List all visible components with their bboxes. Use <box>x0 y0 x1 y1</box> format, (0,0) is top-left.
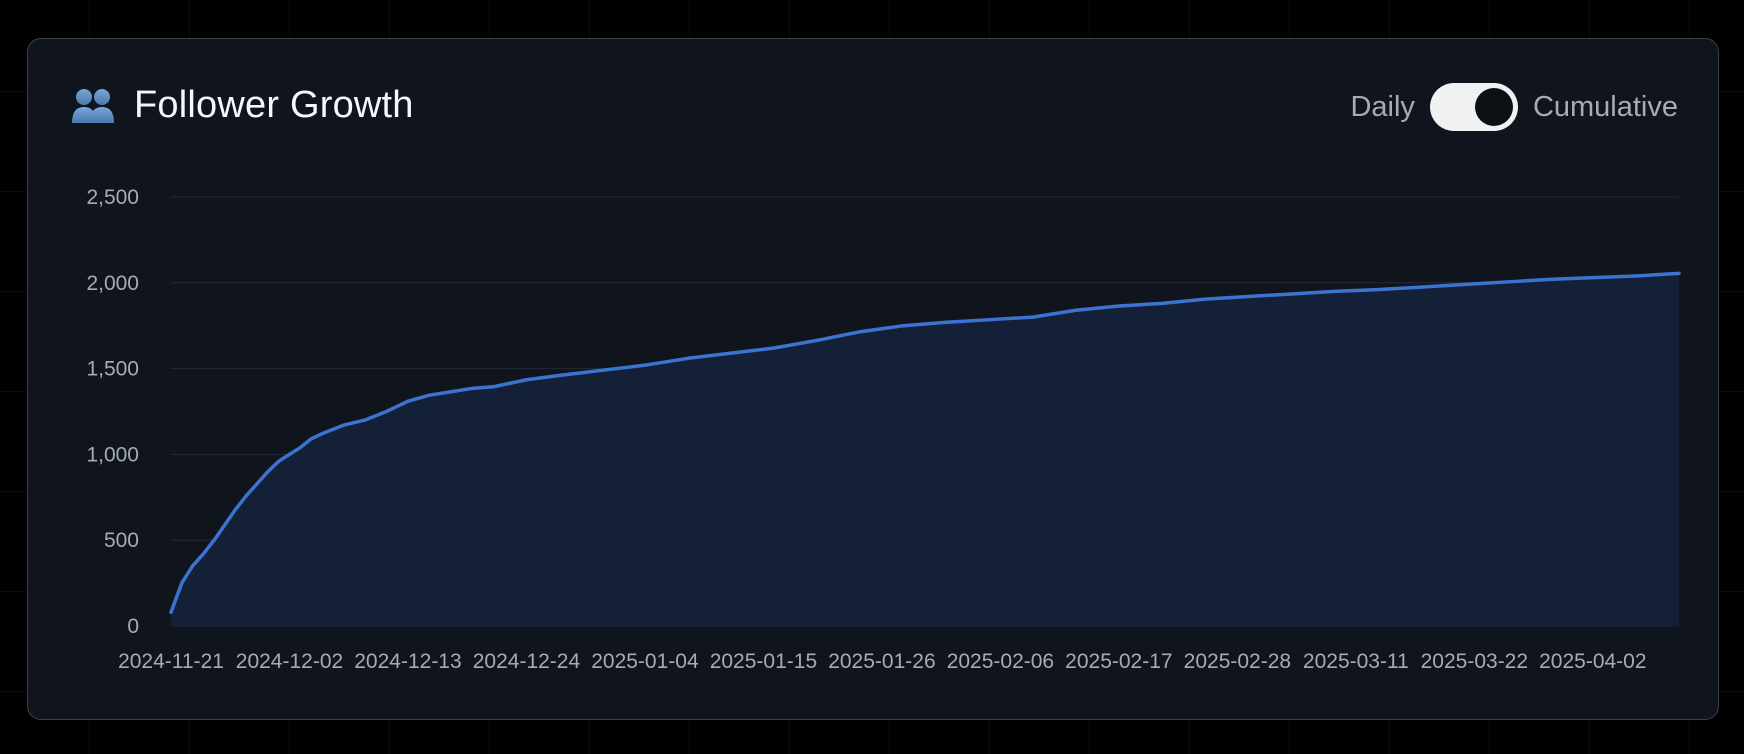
x-axis-ticks: 2024-11-21 2024-12-02 2024-12-13 2024-12-24… <box>118 650 1646 673</box>
x-tick-label: 2024-12-24 <box>473 650 581 673</box>
area-layer <box>169 271 1681 626</box>
y-axis-ticks: 0 500 1,000 1,500 2,000 2,500 <box>86 186 139 638</box>
x-tick-label: 2024-12-13 <box>354 650 461 673</box>
x-tick-label: 2025-02-28 <box>1184 650 1291 673</box>
x-tick-label: 2025-01-26 <box>828 650 935 673</box>
daily-cumulative-switch[interactable] <box>1429 83 1518 131</box>
x-tick-label: 2025-01-15 <box>710 650 817 673</box>
y-tick-label: 500 <box>104 529 139 552</box>
x-tick-label: 2025-03-22 <box>1421 650 1528 673</box>
y-tick-label: 2,500 <box>86 186 139 209</box>
card-header: Follower Growth <box>70 81 414 129</box>
x-tick-label: 2025-03-11 <box>1303 650 1409 673</box>
x-tick-label: 2025-02-17 <box>1065 650 1172 673</box>
switch-knob[interactable] <box>1474 88 1513 126</box>
chart-title: Follower Growth <box>134 83 414 126</box>
toggle-label-daily[interactable]: Daily <box>1350 90 1415 123</box>
x-tick-label: 2025-01-04 <box>591 650 699 673</box>
y-tick-label: 1,500 <box>86 358 139 381</box>
series-line-0 <box>169 271 1681 615</box>
x-tick-label: 2024-12-02 <box>236 650 343 673</box>
x-tick-label: 2024-11-21 <box>118 650 224 673</box>
x-tick-label: 2025-04-02 <box>1539 650 1646 673</box>
view-toggle: Daily Cumulative <box>1350 83 1678 131</box>
y-tick-label: 1,000 <box>86 443 139 466</box>
y-tick-label: 0 <box>127 615 139 638</box>
toggle-label-cumulative[interactable]: Cumulative <box>1532 90 1678 123</box>
y-tick-label: 2,000 <box>86 272 139 295</box>
people-icon <box>72 89 114 123</box>
series-area-0 <box>171 273 1679 626</box>
x-tick-label: 2025-02-06 <box>947 650 1054 673</box>
